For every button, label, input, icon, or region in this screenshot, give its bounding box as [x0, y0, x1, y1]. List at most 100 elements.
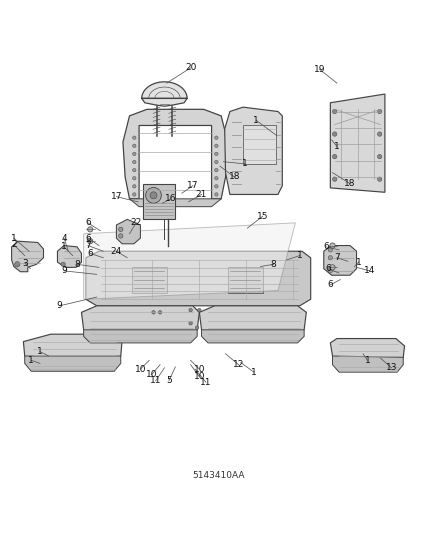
Text: 18: 18 [229, 173, 240, 182]
Circle shape [215, 144, 218, 148]
Circle shape [195, 326, 199, 329]
Text: 22: 22 [131, 219, 141, 228]
Text: 13: 13 [386, 364, 397, 372]
Text: 2: 2 [11, 240, 17, 249]
Circle shape [198, 309, 201, 312]
Text: 1: 1 [334, 142, 340, 151]
Polygon shape [130, 199, 221, 207]
Circle shape [215, 184, 218, 188]
Circle shape [133, 193, 136, 196]
Text: 18: 18 [344, 179, 356, 188]
Polygon shape [84, 330, 197, 343]
Text: 1: 1 [356, 257, 362, 266]
Circle shape [133, 152, 136, 156]
Text: 1: 1 [61, 243, 67, 252]
Text: 6: 6 [85, 219, 91, 228]
Circle shape [330, 265, 335, 270]
Circle shape [133, 160, 136, 164]
Circle shape [332, 132, 337, 136]
Polygon shape [142, 82, 187, 106]
Polygon shape [57, 246, 81, 268]
Circle shape [119, 227, 123, 231]
Circle shape [189, 321, 192, 325]
Text: 11: 11 [200, 378, 212, 387]
Circle shape [158, 311, 162, 314]
Circle shape [332, 109, 337, 114]
Text: 10: 10 [145, 370, 157, 379]
Circle shape [150, 192, 157, 199]
Text: 20: 20 [185, 63, 196, 72]
Polygon shape [25, 356, 121, 372]
Text: 14: 14 [364, 266, 375, 276]
Text: 1: 1 [251, 368, 257, 377]
Circle shape [215, 193, 218, 196]
Circle shape [189, 309, 192, 312]
Text: 24: 24 [111, 247, 122, 256]
Circle shape [61, 262, 65, 266]
Text: 19: 19 [314, 64, 325, 74]
Text: 1: 1 [37, 347, 43, 356]
Circle shape [378, 109, 382, 114]
Circle shape [133, 176, 136, 180]
Circle shape [215, 168, 218, 172]
Text: 5143410AA: 5143410AA [193, 471, 245, 480]
Circle shape [378, 155, 382, 159]
Text: 9: 9 [61, 266, 67, 276]
Text: 21: 21 [196, 190, 207, 199]
Text: 9: 9 [57, 301, 63, 310]
Text: 8: 8 [74, 260, 80, 269]
Text: 6: 6 [87, 249, 93, 258]
Polygon shape [330, 94, 385, 192]
Circle shape [152, 311, 155, 314]
Circle shape [328, 256, 332, 260]
Circle shape [146, 188, 161, 203]
Text: 6: 6 [85, 233, 91, 243]
Circle shape [133, 144, 136, 148]
Text: 11: 11 [150, 376, 162, 385]
Polygon shape [228, 266, 263, 293]
Polygon shape [84, 223, 295, 299]
Polygon shape [23, 334, 122, 364]
Text: 6: 6 [323, 243, 329, 252]
Text: 5: 5 [166, 376, 172, 385]
Circle shape [88, 239, 93, 244]
Polygon shape [199, 306, 306, 336]
Circle shape [328, 248, 332, 252]
Circle shape [133, 168, 136, 172]
Circle shape [328, 269, 332, 273]
Text: 10: 10 [194, 372, 205, 381]
Circle shape [332, 155, 337, 159]
Text: 6: 6 [325, 264, 331, 273]
Polygon shape [12, 241, 43, 272]
Polygon shape [132, 266, 166, 293]
Circle shape [133, 136, 136, 140]
Text: 17: 17 [111, 192, 122, 201]
Text: 12: 12 [233, 360, 244, 369]
Polygon shape [143, 183, 175, 220]
Polygon shape [123, 109, 228, 199]
Text: 10: 10 [194, 365, 205, 374]
Text: 4: 4 [61, 233, 67, 243]
Text: 1: 1 [364, 356, 370, 365]
Polygon shape [201, 330, 304, 343]
Circle shape [14, 262, 20, 267]
Polygon shape [332, 356, 403, 372]
Text: 1: 1 [28, 356, 34, 365]
Polygon shape [324, 246, 357, 275]
Text: 17: 17 [187, 181, 198, 190]
Text: 1: 1 [11, 233, 17, 243]
Circle shape [119, 234, 123, 238]
Polygon shape [243, 125, 276, 164]
Text: 7: 7 [85, 241, 91, 250]
Circle shape [378, 177, 382, 181]
Circle shape [215, 136, 218, 140]
Text: 1: 1 [253, 116, 259, 125]
Text: 16: 16 [165, 195, 177, 203]
Circle shape [133, 184, 136, 188]
Text: 10: 10 [134, 365, 146, 374]
Polygon shape [330, 338, 405, 365]
Text: 3: 3 [22, 259, 28, 268]
Text: 6: 6 [328, 280, 333, 289]
Circle shape [88, 227, 93, 232]
Circle shape [215, 176, 218, 180]
